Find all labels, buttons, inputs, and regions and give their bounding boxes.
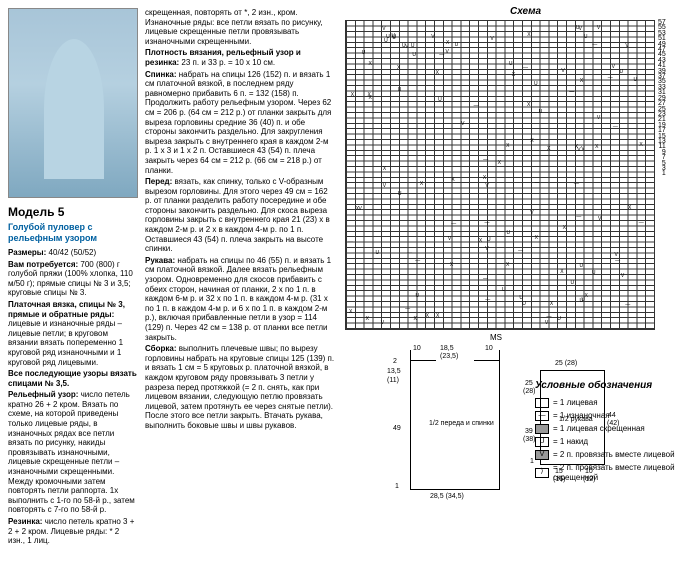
- front-back-piece: 1/2 переда и спинки: [410, 360, 500, 490]
- legend-text: = 1 изнаночная: [553, 411, 610, 421]
- relief-note: Все последующие узоры вязать спицами № 3…: [8, 369, 138, 388]
- chart-grid: UVVVVXVX—XU—VUUXUUXUUXX——UX—VUV——UVVUXVU…: [346, 21, 654, 329]
- p1: скрещенная, повторять от *, 2 изн., кром…: [145, 8, 335, 46]
- legend-text: = 2 п. провязать вместе лицевой скрещенн…: [553, 463, 695, 482]
- legend-row: ⟩ = 2 п. провязать вместе лицевой скрещен…: [535, 463, 695, 482]
- rib: Резинка: число петель кратно 3 + 2 + 2 к…: [8, 517, 138, 546]
- front: Перед: вязать, как спинку, только с V-об…: [145, 177, 335, 254]
- sym-purl-icon: —: [535, 411, 549, 421]
- knitting-chart: UVVVVXVX—XU—VUUXUUXUUXX——UX—VUV——UVVUXVU…: [345, 20, 655, 330]
- dim: 49: [393, 425, 401, 433]
- sym-twisted-icon: [535, 424, 549, 434]
- dim: 1: [530, 458, 534, 466]
- legend-row: V = 2 п. провязать вместе лицевой: [535, 450, 695, 460]
- legend-text: = 2 п. провязать вместе лицевой: [553, 450, 675, 460]
- legend-text: = 1 лицевая: [553, 398, 598, 408]
- dim: (28): [523, 388, 535, 396]
- sym-ssk-icon: ⟩: [535, 468, 549, 478]
- chart-label: Схема: [510, 6, 541, 18]
- relief-pattern: Рельефный узор: число петель кратно 26 +…: [8, 390, 138, 515]
- sym-k2tog-icon: V: [535, 450, 549, 460]
- back: Спинка: набрать на спицы 126 (152) п. и …: [145, 70, 335, 176]
- column-1: Модель 5 Голубой пуловер с рельефным узо…: [8, 205, 138, 548]
- chart-ms-label: MS: [490, 333, 502, 343]
- legend-title: Условные обозначения: [535, 380, 695, 392]
- dim: (11): [387, 377, 399, 385]
- piece-label: 1/2 переда и спинки: [429, 420, 494, 428]
- sleeves: Рукава: набрать на спицы по 46 (55) п. и…: [145, 256, 335, 342]
- chart-row-numbers: 5755535149474543413937353331292725232119…: [658, 20, 666, 177]
- legend-text: = 1 лицевая скрещенная: [553, 424, 645, 434]
- dim: 25 (28): [555, 360, 577, 368]
- materials: Вам потребуется: 700 (800) г голубой пря…: [8, 260, 138, 298]
- model-title: Голубой пуловер с рельефным узором: [8, 222, 138, 244]
- dim: 1: [395, 483, 399, 491]
- legend-row: = 1 лицевая скрещенная: [535, 424, 695, 434]
- legend: Условные обозначения = 1 лицевая — = 1 из…: [535, 380, 695, 485]
- dim: (23,5): [440, 353, 458, 361]
- sizes: Размеры: 40/42 (50/52): [8, 248, 138, 258]
- sym-knit-icon: [535, 398, 549, 408]
- dim: 2: [393, 358, 397, 366]
- legend-row: — = 1 изнаночная: [535, 411, 695, 421]
- model-number: Модель 5: [8, 205, 138, 219]
- model-photo: [8, 8, 138, 198]
- column-2: скрещенная, повторять от *, 2 изн., кром…: [145, 8, 335, 433]
- dim: (38): [523, 436, 535, 444]
- density: Плотность вязания, рельефный узор и рези…: [145, 48, 335, 67]
- dim: 10: [485, 345, 493, 353]
- sym-yo-icon: U: [535, 437, 549, 447]
- legend-row: U = 1 накид: [535, 437, 695, 447]
- dim: 28,5 (34,5): [430, 493, 464, 501]
- legend-text: = 1 накид: [553, 437, 588, 447]
- dim: 13,5: [387, 368, 401, 376]
- assembly: Сборка: выполнить плечевые швы; по вырез…: [145, 344, 335, 430]
- garter-stitch: Платочная вязка, спицы № 3, прямые и обр…: [8, 300, 138, 367]
- legend-row: = 1 лицевая: [535, 398, 695, 408]
- dim: 10: [413, 345, 421, 353]
